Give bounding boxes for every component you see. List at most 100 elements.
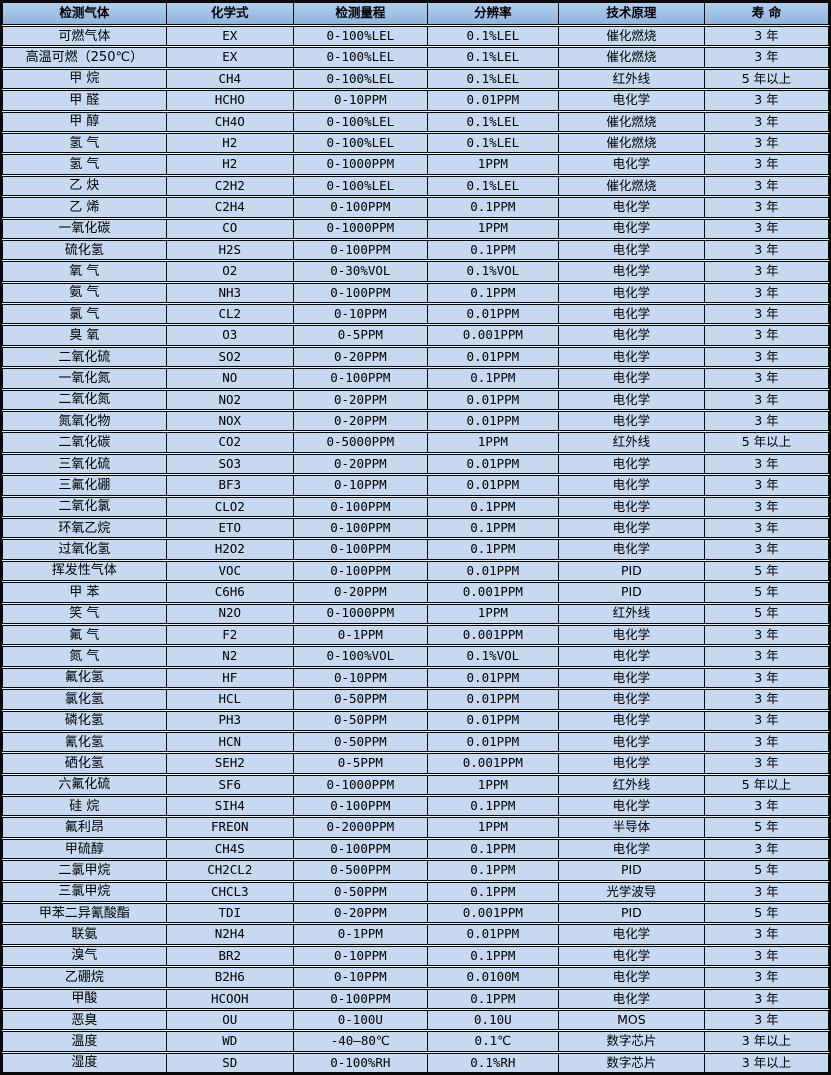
cell-lifespan: 3 年 bbox=[754, 669, 779, 685]
cell-range: 0-100PPM bbox=[294, 198, 428, 217]
cell-formula: O3 bbox=[167, 326, 294, 345]
cell-formula: CO2 bbox=[167, 433, 294, 452]
cell-formula: CH2CL2 bbox=[167, 861, 294, 880]
cell-lifespan: 3 年 bbox=[754, 92, 779, 108]
cell-range: 0-100%LEL bbox=[294, 69, 428, 89]
table-row: 甲酸 HCOOH 0-100PPM 0.1PPM 电化学 3 年 bbox=[2, 988, 829, 1009]
cell-gas: 联氨 bbox=[3, 925, 167, 944]
cell-range: 0-100%VOL bbox=[294, 647, 428, 666]
cell-range: 0-10PPM bbox=[294, 305, 428, 324]
cell-lifespan: 5 年 bbox=[754, 605, 779, 621]
cell-principle: 电化学 bbox=[559, 305, 705, 324]
table-row: 甲 苯 C6H6 0-20PPM 0.001PPM PID 5 年 bbox=[2, 582, 829, 603]
cell-range: 0-1000PPM bbox=[294, 219, 428, 238]
cell-principle: PID bbox=[559, 561, 705, 581]
cell-resolution: 0.01PPM bbox=[428, 91, 559, 110]
cell-lifespan: 3 年以上 bbox=[741, 1054, 792, 1070]
cell-principle: 电化学 bbox=[559, 283, 705, 303]
cell-formula: VOC bbox=[167, 561, 294, 581]
cell-resolution: 0.1PPM bbox=[428, 198, 559, 217]
cell-formula: CL2 bbox=[167, 305, 294, 324]
table-row: 硫化氢 H2S 0-100PPM 0.1PPM 电化学 3 年 bbox=[2, 239, 829, 261]
cell-formula: H2O2 bbox=[167, 540, 294, 559]
table-row: 氯化氢 HCL 0-50PPM 0.01PPM 电化学 3 年 bbox=[2, 689, 829, 710]
header-cell-formula: 化学式 bbox=[167, 3, 294, 24]
cell-lifespan: 3 年 bbox=[754, 455, 779, 471]
cell-principle: 电化学 bbox=[559, 369, 705, 388]
cell-lifespan: 3 年 bbox=[754, 477, 779, 493]
cell-principle: 红外线 bbox=[559, 433, 705, 452]
cell-resolution: 0.01PPM bbox=[428, 454, 559, 474]
cell-principle: 红外线 bbox=[559, 775, 705, 795]
cell-principle: 电化学 bbox=[559, 390, 705, 410]
cell-resolution: 1PPM bbox=[428, 775, 559, 795]
cell-principle: 催化燃烧 bbox=[559, 112, 705, 131]
cell-gas: 氰化氢 bbox=[3, 732, 167, 752]
cell-gas: 氯 气 bbox=[3, 305, 167, 324]
cell-gas: 三氟化硼 bbox=[3, 476, 167, 495]
cell-resolution: 0.01PPM bbox=[428, 305, 559, 324]
table-row: 氯 气 CL2 0-10PPM 0.01PPM 电化学 3 年 bbox=[2, 304, 829, 325]
cell-gas: 挥发性气体 bbox=[3, 561, 167, 581]
cell-gas: 甲 烷 bbox=[3, 69, 167, 89]
cell-principle: 电化学 bbox=[559, 797, 705, 816]
cell-formula: NO bbox=[167, 369, 294, 388]
table-row: 硅 烷 SIH4 0-100PPM 0.1PPM 电化学 3 年 bbox=[2, 796, 829, 817]
cell-resolution: 0.1%VOL bbox=[428, 647, 559, 666]
cell-formula: O2 bbox=[167, 262, 294, 281]
cell-gas: 可燃气体 bbox=[3, 27, 167, 46]
cell-lifespan: 3 年 bbox=[754, 798, 779, 813]
cell-lifespan: 5 年 bbox=[754, 562, 779, 578]
cell-range: 0-20PPM bbox=[294, 347, 428, 367]
cell-principle: 电化学 bbox=[559, 625, 705, 645]
cell-gas: 氢 气 bbox=[3, 133, 167, 153]
cell-principle: 光学波导 bbox=[559, 882, 705, 902]
cell-resolution: 0.1PPM bbox=[428, 540, 559, 559]
cell-principle: 电化学 bbox=[559, 946, 705, 966]
cell-gas: 乙 烯 bbox=[3, 198, 167, 217]
table-row: 联氨 N2H4 0-1PPM 0.01PPM 电化学 3 年 bbox=[2, 924, 829, 945]
cell-lifespan: 3 年 bbox=[754, 27, 779, 43]
cell-resolution: 0.01PPM bbox=[428, 925, 559, 944]
cell-resolution: 0.1PPM bbox=[428, 946, 559, 966]
cell-resolution: 0.1℃ bbox=[428, 1032, 559, 1051]
cell-range: 0-1000PPM bbox=[294, 155, 428, 174]
cell-range: 0-5PPM bbox=[294, 326, 428, 345]
cell-resolution: 0.1PPM bbox=[428, 497, 559, 516]
cell-gas: 三氧化硫 bbox=[3, 454, 167, 474]
cell-lifespan: 3 年 bbox=[754, 969, 779, 985]
cell-range: 0-10PPM bbox=[294, 968, 428, 987]
cell-formula: SF6 bbox=[167, 775, 294, 795]
cell-range: 0-100PPM bbox=[294, 497, 428, 516]
cell-range: 0-10PPM bbox=[294, 91, 428, 110]
cell-gas: 硒化氢 bbox=[3, 754, 167, 773]
cell-resolution: 0.01PPM bbox=[428, 732, 559, 752]
header-cell-range: 检测量程 bbox=[294, 3, 428, 24]
table-row: 氮氧化物 NOX 0-20PPM 0.01PPM 电化学 3 年 bbox=[2, 411, 829, 432]
cell-gas: 氮氧化物 bbox=[3, 412, 167, 431]
cell-gas: 甲苯二异氰酸酯 bbox=[3, 904, 167, 923]
cell-principle: 电化学 bbox=[559, 326, 705, 345]
table-row: 湿度 SD 0-100%RH 0.1%RH 数字芯片 3 年以上 bbox=[2, 1052, 829, 1074]
cell-formula: B2H6 bbox=[167, 968, 294, 987]
cell-range: 0-100PPM bbox=[294, 283, 428, 303]
cell-principle: 数字芯片 bbox=[559, 1032, 705, 1051]
cell-formula: SO3 bbox=[167, 454, 294, 474]
cell-formula: HCL bbox=[167, 690, 294, 709]
table-row: 挥发性气体 VOC 0-100PPM 0.01PPM PID 5 年 bbox=[2, 560, 829, 582]
cell-formula: CLO2 bbox=[167, 497, 294, 516]
cell-gas: 溴气 bbox=[3, 946, 167, 966]
cell-formula: CH4O bbox=[167, 112, 294, 131]
cell-formula: H2S bbox=[167, 240, 294, 260]
cell-resolution: 0.01PPM bbox=[428, 711, 559, 730]
cell-gas: 二氧化氮 bbox=[3, 390, 167, 410]
table-row: 恶臭 OU 0-100U 0.10U MOS 3 年 bbox=[2, 1009, 829, 1031]
cell-principle: PID bbox=[559, 583, 705, 602]
cell-lifespan: 3 年 bbox=[754, 412, 779, 428]
cell-principle: 催化燃烧 bbox=[559, 27, 705, 46]
table-row: 臭 氧 O3 0-5PPM 0.001PPM 电化学 3 年 bbox=[2, 325, 829, 346]
cell-formula: PH3 bbox=[167, 711, 294, 730]
cell-formula: WD bbox=[167, 1032, 294, 1051]
cell-lifespan: 3 年以上 bbox=[741, 1033, 792, 1049]
cell-formula: SIH4 bbox=[167, 797, 294, 816]
